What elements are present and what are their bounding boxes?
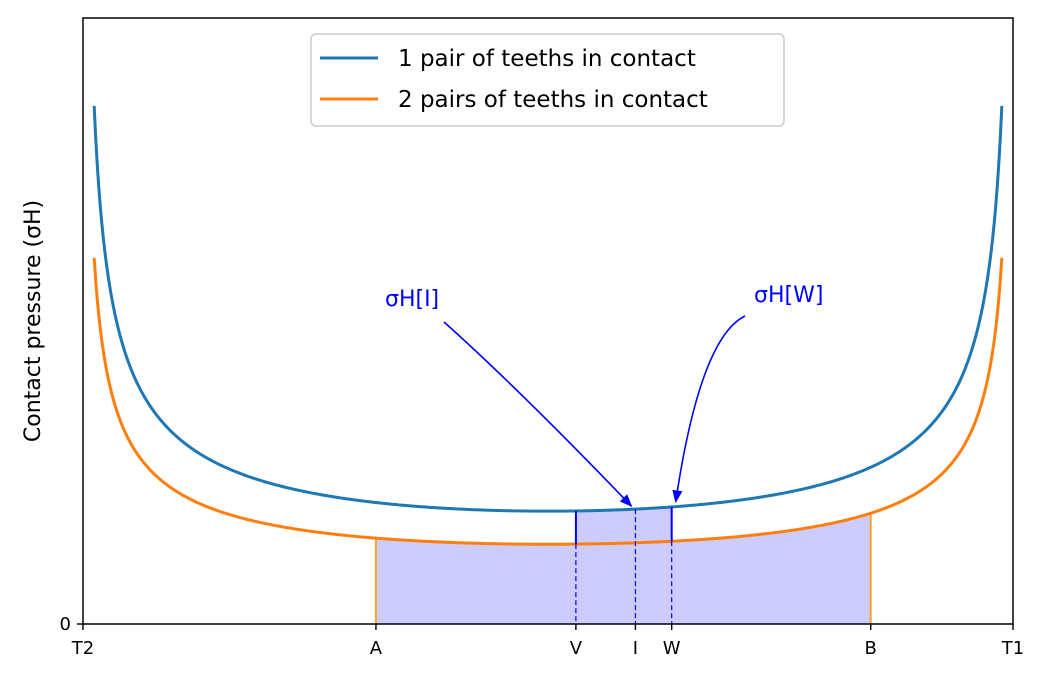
x-tick-label: V [570, 638, 583, 659]
y-tick-label: 0 [60, 614, 71, 635]
x-tick-label: B [865, 638, 877, 659]
annotation-layer: σH[I] σH[W] [385, 283, 823, 508]
x-tick-label: I [633, 638, 638, 659]
tick-layer: T2 A V I W B T1 0 [60, 614, 1025, 659]
plot-frame [82, 17, 1014, 625]
legend-entry-1: 1 pair of teeths in contact [398, 46, 696, 72]
x-tick-label: W [663, 638, 681, 659]
zone-layer [574, 506, 673, 624]
annotation-arrow-i [443, 321, 633, 508]
x-tick-label: T2 [71, 638, 94, 659]
annotation-sigma-i: σH[I] [385, 287, 439, 312]
fill-area [375, 513, 871, 624]
single-pair-fill [575, 506, 672, 545]
series-layer [92, 105, 1004, 546]
x-tick-label: A [370, 638, 383, 659]
annotation-arrow-w [672, 315, 746, 504]
x-tick-label: T1 [1001, 638, 1024, 659]
series-line-2 [92, 257, 1004, 546]
series-line-1 [92, 105, 1004, 513]
y-axis-label: Contact pressure (σH) [21, 200, 46, 442]
legend-entry-2: 2 pairs of teeths in contact [398, 87, 708, 113]
legend: 1 pair of teeths in contact 2 pairs of te… [310, 33, 785, 127]
fill-layer [374, 506, 872, 624]
annotation-sigma-w: σH[W] [754, 283, 823, 308]
legend-box [310, 33, 785, 127]
